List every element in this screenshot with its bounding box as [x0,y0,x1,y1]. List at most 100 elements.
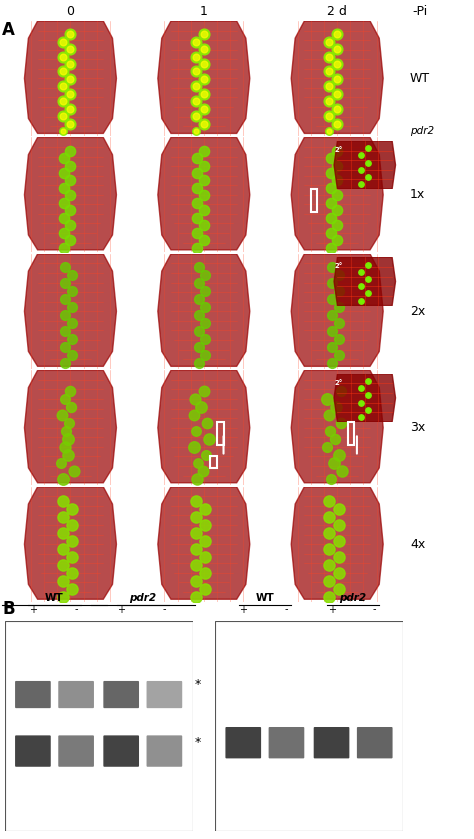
Point [60,241,68,254]
Point [59,110,66,123]
FancyBboxPatch shape [269,727,304,758]
Point [59,110,66,123]
Point [335,348,342,362]
FancyBboxPatch shape [146,681,182,708]
Point [193,151,201,164]
Point [333,28,341,41]
Point [59,591,66,604]
Point [323,393,331,406]
Point [59,65,66,78]
Text: WT: WT [45,593,64,603]
Point [336,449,343,462]
Point [327,181,335,195]
Point [193,196,201,210]
Text: -: - [163,605,166,615]
Point [192,494,200,508]
Text: 0: 0 [66,6,74,18]
Point [326,95,333,108]
Point [192,65,200,78]
Point [193,226,201,239]
Point [60,226,68,239]
Point [335,518,342,531]
Point [335,300,342,314]
Point [200,174,208,187]
Point [328,292,336,305]
Point [59,50,66,63]
Point [68,534,75,547]
Point [335,268,342,281]
Point [59,95,66,108]
FancyBboxPatch shape [15,735,51,767]
Point [195,340,202,353]
Point [333,159,341,172]
Point [67,117,74,130]
Point [59,574,66,587]
Point [201,550,209,564]
Polygon shape [25,254,117,367]
Point [327,196,335,210]
Text: 4x: 4x [410,538,425,550]
Point [326,110,333,123]
Point [203,416,210,430]
Point [192,124,200,138]
Point [68,316,75,330]
Point [66,384,74,398]
Point [192,124,200,138]
Point [59,526,66,539]
Point [195,324,202,337]
Text: pdr2: pdr2 [410,126,434,136]
Point [193,211,201,225]
Text: *: * [195,678,201,690]
Point [195,357,202,370]
Point [67,218,74,232]
Point [192,65,200,78]
Point [59,80,66,93]
Point [201,332,209,346]
Point [67,28,74,41]
Point [67,57,74,70]
Point [200,204,208,217]
Point [67,57,74,70]
Point [63,425,70,438]
Point [59,65,66,78]
Point [200,144,208,158]
Text: -: - [373,605,376,615]
Point [333,72,341,86]
Point [333,57,341,70]
Point [59,95,66,108]
Point [199,465,207,478]
Point [201,348,209,362]
Point [192,95,200,108]
Point [68,502,75,515]
Point [326,80,333,93]
Point [191,393,199,406]
Polygon shape [25,487,117,599]
Point [326,510,333,524]
Point [192,110,200,123]
Point [335,502,342,515]
Text: *: * [195,736,201,749]
Point [200,28,208,41]
FancyBboxPatch shape [103,735,139,767]
Point [67,159,74,172]
Point [327,472,335,486]
Point [328,357,336,370]
Point [201,284,209,297]
Point [67,117,74,130]
Point [59,494,66,508]
Point [332,400,339,414]
Point [59,542,66,555]
Point [333,117,341,130]
Point [193,181,201,195]
Point [327,241,335,254]
Point [192,50,200,63]
Polygon shape [25,370,117,482]
Point [326,526,333,539]
Point [326,124,333,138]
Point [192,574,200,587]
Point [326,124,333,138]
Point [200,57,208,70]
Point [335,316,342,330]
Point [67,28,74,41]
Point [67,144,74,158]
